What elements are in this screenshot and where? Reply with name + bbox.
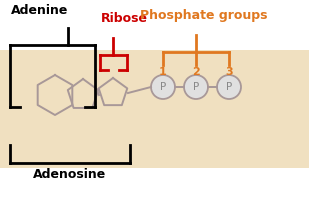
Text: Adenosine: Adenosine xyxy=(33,168,107,181)
FancyBboxPatch shape xyxy=(0,50,309,168)
Circle shape xyxy=(217,75,241,99)
Text: Ribose: Ribose xyxy=(101,12,148,25)
Text: 1: 1 xyxy=(159,67,167,77)
Text: 2: 2 xyxy=(192,67,200,77)
Text: P: P xyxy=(226,82,232,92)
Circle shape xyxy=(151,75,175,99)
Text: Phosphate groups: Phosphate groups xyxy=(140,9,268,22)
Text: P: P xyxy=(160,82,166,92)
Circle shape xyxy=(184,75,208,99)
Text: Adenine: Adenine xyxy=(11,4,68,17)
Text: P: P xyxy=(193,82,199,92)
Text: 3: 3 xyxy=(225,67,233,77)
